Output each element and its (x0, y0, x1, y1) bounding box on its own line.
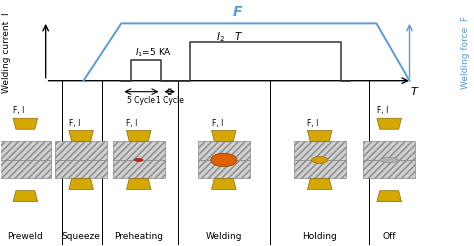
Polygon shape (294, 141, 346, 160)
Polygon shape (13, 191, 37, 202)
Polygon shape (113, 160, 165, 179)
Polygon shape (363, 141, 415, 160)
Text: F, I: F, I (69, 119, 80, 127)
Polygon shape (0, 141, 51, 160)
Ellipse shape (380, 157, 398, 163)
Polygon shape (363, 160, 415, 179)
Text: 5 Cycle: 5 Cycle (128, 96, 155, 105)
Text: F, I: F, I (377, 106, 388, 115)
Text: Preweld: Preweld (8, 231, 43, 241)
Text: Welding force  F: Welding force F (461, 16, 470, 89)
Text: T: T (235, 32, 241, 42)
Text: Welding current  I: Welding current I (2, 12, 11, 93)
Polygon shape (0, 160, 51, 179)
Text: 1 Cycle: 1 Cycle (156, 96, 183, 105)
Polygon shape (377, 191, 401, 202)
Ellipse shape (211, 153, 237, 167)
Polygon shape (377, 118, 401, 129)
Text: F: F (232, 4, 242, 18)
Text: Holding: Holding (302, 231, 337, 241)
Text: T: T (411, 87, 418, 97)
Text: Preheating: Preheating (114, 231, 163, 241)
Polygon shape (308, 179, 332, 189)
Text: Squeeze: Squeeze (62, 231, 100, 241)
Polygon shape (69, 130, 93, 141)
Text: F, I: F, I (308, 119, 319, 127)
Polygon shape (113, 141, 165, 160)
Polygon shape (13, 118, 37, 129)
Text: $I_2$: $I_2$ (216, 30, 225, 44)
Ellipse shape (135, 158, 143, 161)
Polygon shape (294, 160, 346, 179)
Text: Welding: Welding (206, 231, 242, 241)
Polygon shape (211, 179, 236, 189)
Polygon shape (198, 160, 250, 179)
Polygon shape (211, 130, 236, 141)
Text: F, I: F, I (127, 119, 138, 127)
Polygon shape (308, 130, 332, 141)
Polygon shape (127, 130, 151, 141)
Polygon shape (198, 141, 250, 160)
Text: Off: Off (383, 231, 396, 241)
Polygon shape (55, 160, 107, 179)
Ellipse shape (311, 156, 328, 163)
Polygon shape (55, 141, 107, 160)
Polygon shape (69, 179, 93, 189)
Polygon shape (127, 179, 151, 189)
Text: $I_1$=5 KA: $I_1$=5 KA (135, 46, 172, 59)
Text: F, I: F, I (211, 119, 223, 127)
Text: F, I: F, I (13, 106, 25, 115)
